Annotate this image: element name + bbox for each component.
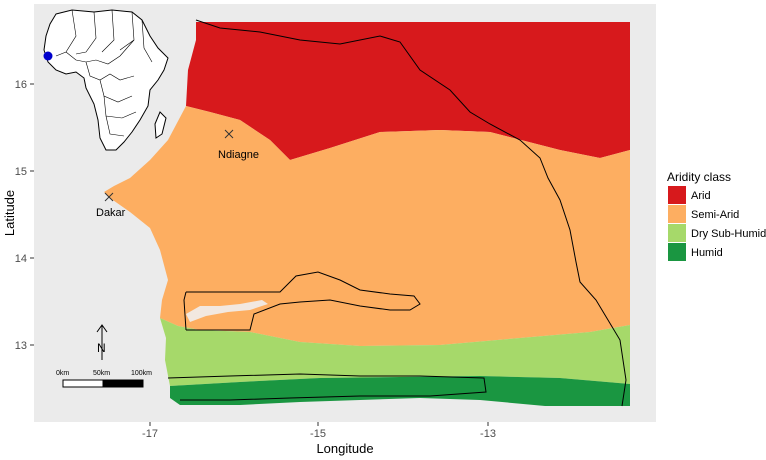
legend-swatch-arid	[668, 186, 686, 204]
legend-label-dry-sub-humid: Dry Sub-Humid	[691, 228, 766, 240]
legend-title: Aridity class	[667, 170, 731, 184]
senegal-highlight	[43, 51, 53, 61]
ndiagne-marker	[224, 129, 234, 139]
africa-internal-borders	[55, 9, 153, 137]
y-tick-label: 16	[15, 79, 27, 91]
x-tick-label: -15	[310, 428, 326, 440]
country-boundaries	[167, 19, 627, 407]
y-tick-label: 15	[15, 166, 27, 178]
scale-label-0: 0km	[56, 370, 69, 377]
africa-inset	[43, 9, 169, 151]
legend-swatch-semi-arid	[668, 205, 686, 223]
x-axis-title: Longitude	[316, 441, 373, 456]
legend: Aridity class Arid Semi-Arid Dry Sub-Hum…	[667, 170, 766, 261]
scale-bar	[62, 379, 144, 388]
arid-zone	[186, 22, 630, 160]
x-tick-label: -13	[480, 428, 496, 440]
y-tick-label: 13	[15, 340, 27, 352]
place-label-dakar: Dakar	[96, 207, 126, 219]
legend-label-humid: Humid	[691, 247, 723, 259]
place-label-ndiagne: Ndiagne	[218, 149, 259, 161]
y-tick-label: 14	[15, 253, 27, 265]
scale-label-50: 50km	[93, 370, 110, 377]
madagascar-outline	[154, 111, 167, 139]
dakar-marker	[104, 192, 114, 202]
legend-label-arid: Arid	[691, 190, 711, 202]
legend-label-semi-arid: Semi-Arid	[691, 209, 739, 221]
north-arrow	[96, 324, 108, 360]
x-tick-label: -17	[142, 428, 158, 440]
legend-swatch-dry-sub-humid	[668, 224, 686, 242]
gambia-river	[186, 300, 268, 322]
dry-sub-humid-zone	[160, 318, 630, 386]
axis-ticks	[30, 83, 489, 426]
north-arrow-label: N	[97, 341, 106, 355]
semi-arid-zone	[104, 106, 630, 346]
scale-label-100: 100km	[131, 370, 152, 377]
legend-swatch-humid	[668, 243, 686, 261]
y-axis-title: Latitude	[2, 190, 17, 236]
